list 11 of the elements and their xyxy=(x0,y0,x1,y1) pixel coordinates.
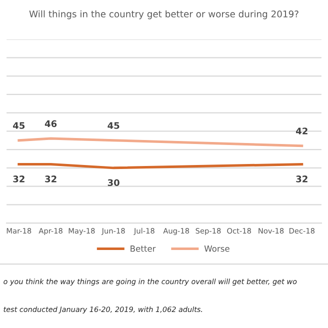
data-label: 32 xyxy=(13,176,24,182)
legend-label: Better xyxy=(130,246,156,252)
chart-title: Will things in the country get better or worse during 2019? xyxy=(29,10,298,20)
legend-label: Worse xyxy=(204,246,230,252)
data-label: 45 xyxy=(13,122,25,129)
data-label: 42 xyxy=(296,128,308,134)
data-label: 46 xyxy=(44,120,57,128)
data-label: 30 xyxy=(108,179,120,186)
data-label: 32 xyxy=(45,176,56,182)
data-label: 32 xyxy=(296,176,308,182)
data-label: 45 xyxy=(108,122,120,129)
